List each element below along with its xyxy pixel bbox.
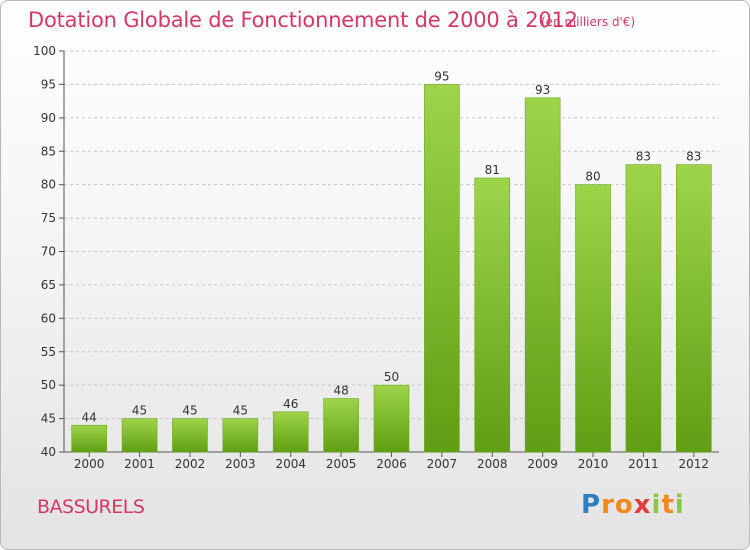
x-tick-label: 2007 [427, 457, 458, 471]
x-tick-label: 2011 [628, 457, 659, 471]
data-label: 48 [333, 384, 348, 398]
x-tick-label: 2002 [175, 457, 206, 471]
chart-title: Dotation Globale de Fonctionnement de 20… [28, 8, 578, 32]
x-tick-label: 2012 [679, 457, 710, 471]
y-tick-label: 75 [41, 211, 56, 225]
y-tick-label: 95 [41, 77, 56, 91]
place-name: BASSURELS [37, 496, 145, 518]
logo-letter: P [581, 490, 602, 520]
y-tick-label: 100 [33, 44, 56, 58]
bar-2007 [424, 84, 460, 453]
y-tick-label: 60 [41, 311, 56, 325]
bar-2000 [71, 424, 107, 453]
bar-2011 [625, 164, 662, 453]
bar-2001 [121, 418, 158, 453]
y-tick-label: 40 [41, 445, 56, 459]
data-label: 83 [686, 150, 701, 164]
x-tick-label: 2005 [326, 457, 357, 471]
bar-2006 [373, 384, 410, 453]
bar-2012 [676, 164, 712, 453]
data-label: 80 [585, 170, 600, 184]
y-tick-label: 55 [41, 345, 56, 359]
data-label: 45 [132, 404, 147, 418]
grid-lines [64, 50, 719, 420]
logo-letter: x [633, 490, 652, 520]
y-tick-label: 85 [41, 144, 56, 158]
x-tick-label: 2010 [578, 457, 609, 471]
x-tick-label: 2003 [225, 457, 256, 471]
bar-2009 [524, 97, 561, 453]
x-tick-label: 2004 [275, 457, 306, 471]
data-label: 45 [182, 404, 197, 418]
bar-2005 [323, 398, 359, 453]
logo-letter: t [661, 490, 675, 520]
bar-2002 [172, 418, 208, 453]
y-tick-label: 80 [41, 178, 56, 192]
data-label: 46 [283, 397, 298, 411]
logo-letter: i [674, 490, 685, 520]
logo-letter: o [614, 490, 634, 520]
bar-2010 [575, 184, 611, 453]
y-tick-label: 90 [41, 111, 56, 125]
x-tick-label: 2008 [477, 457, 508, 471]
y-tick-label: 50 [41, 378, 56, 392]
proxiti-logo: Proxiti [581, 490, 685, 520]
data-label: 95 [434, 69, 449, 83]
y-tick-label: 65 [41, 278, 56, 292]
logo-letter: r [601, 490, 615, 520]
data-label: 45 [233, 404, 248, 418]
labels: 44 45 45 45 46 48 50 95 81 93 80 83 83 [82, 69, 702, 424]
y-tick-label: 70 [41, 245, 56, 259]
data-label: 83 [636, 150, 651, 164]
bars [71, 84, 712, 453]
bar-2003 [222, 418, 259, 453]
bar-2004 [272, 411, 309, 453]
data-label: 50 [384, 370, 399, 384]
x-tick-label: 2001 [124, 457, 155, 471]
x-tick-label: 2000 [74, 457, 105, 471]
unit-label: (en milliers d'€) [541, 15, 636, 29]
data-label: 44 [82, 410, 97, 424]
x-tick-label: 2006 [376, 457, 407, 471]
logo-letter: i [651, 490, 662, 520]
data-label: 81 [485, 163, 500, 177]
x-tick-label: 2009 [527, 457, 558, 471]
y-tick-label: 45 [41, 412, 56, 426]
bar-2008 [474, 177, 511, 453]
data-label: 93 [535, 83, 550, 97]
